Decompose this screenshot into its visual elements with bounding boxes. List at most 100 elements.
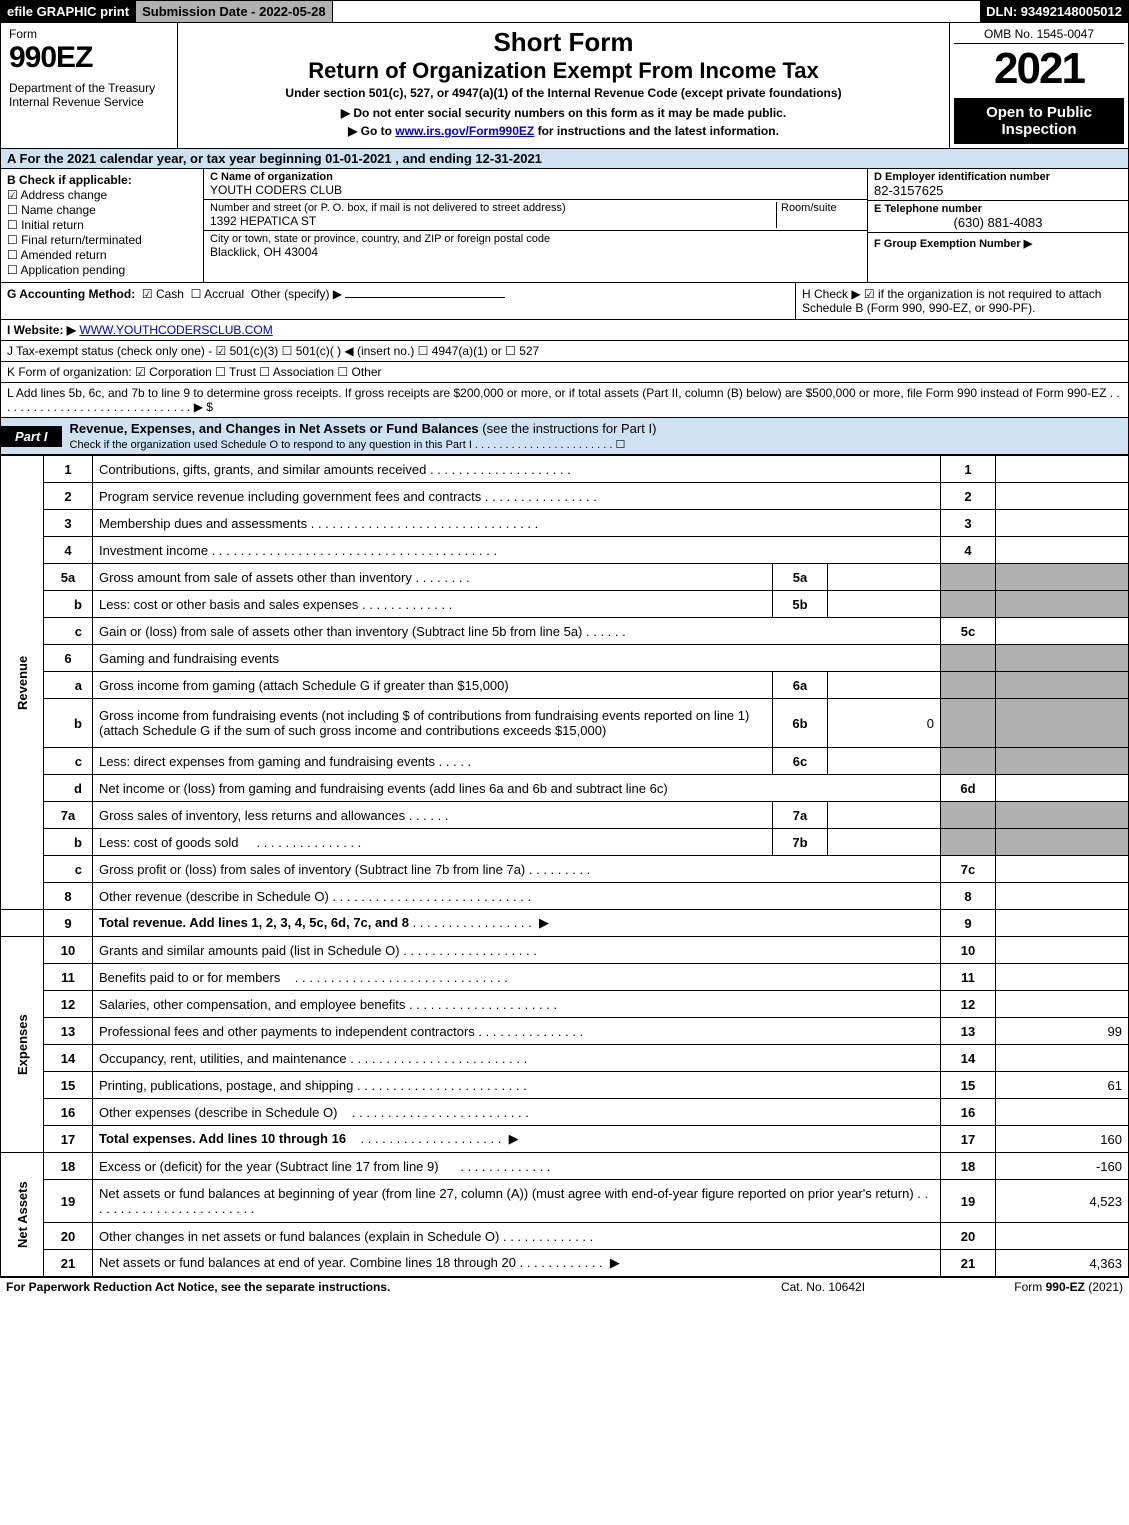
website-link[interactable]: WWW.YOUTHCODERSCLUB.COM	[79, 323, 272, 337]
form-header: Form 990EZ Department of the Treasury In…	[0, 23, 1129, 149]
g-other-input[interactable]	[345, 297, 505, 298]
row-g: G Accounting Method: Cash Accrual Other …	[1, 283, 796, 319]
l17-amt: 160	[996, 1126, 1129, 1153]
under-section: Under section 501(c), 527, or 4947(a)(1)…	[186, 86, 941, 100]
l7b-shaded	[941, 829, 996, 856]
goto-line: ▶ Go to www.irs.gov/Form990EZ for instru…	[186, 124, 941, 138]
line-20: 20 Other changes in net assets or fund b…	[1, 1223, 1129, 1250]
l6b-text: Gross income from fundraising events (no…	[93, 699, 773, 748]
footer-center: Cat. No. 10642I	[723, 1280, 923, 1294]
l3-num: 3	[44, 510, 93, 537]
l7b-text: Less: cost of goods sold	[99, 835, 238, 850]
l7a-bval	[828, 802, 941, 829]
l10-num: 10	[44, 937, 93, 964]
l9-amt	[996, 910, 1129, 937]
l4-text: Investment income	[99, 543, 208, 558]
line-21: 21 Net assets or fund balances at end of…	[1, 1250, 1129, 1277]
chk-cash[interactable]: Cash	[142, 287, 184, 301]
line-15: 15 Printing, publications, postage, and …	[1, 1072, 1129, 1099]
do-not-enter: ▶ Do not enter social security numbers o…	[186, 106, 941, 120]
line-6a: a Gross income from gaming (attach Sched…	[1, 672, 1129, 699]
l6c-num: c	[44, 748, 93, 775]
c-street-label: Number and street (or P. O. box, if mail…	[210, 202, 566, 214]
l5b-text: Less: cost or other basis and sales expe…	[99, 597, 358, 612]
l3-amt	[996, 510, 1129, 537]
rows-gh: G Accounting Method: Cash Accrual Other …	[0, 283, 1129, 320]
l5b-bval	[828, 591, 941, 618]
l6-shaded	[941, 645, 996, 672]
row-j: J Tax-exempt status (check only one) - ☑…	[0, 341, 1129, 362]
l5b-num: b	[44, 591, 93, 618]
return-title: Return of Organization Exempt From Incom…	[186, 58, 941, 84]
goto-prefix: ▶ Go to	[348, 124, 395, 138]
irs-link[interactable]: www.irs.gov/Form990EZ	[395, 124, 534, 138]
l13-amt: 99	[996, 1018, 1129, 1045]
part-i-title-suffix: (see the instructions for Part I)	[479, 421, 657, 436]
l6d-text: Net income or (loss) from gaming and fun…	[93, 775, 941, 802]
l15-text: Printing, publications, postage, and shi…	[99, 1078, 353, 1093]
l13-col: 13	[941, 1018, 996, 1045]
l14-col: 14	[941, 1045, 996, 1072]
efile-print-button[interactable]: efile GRAPHIC print	[1, 1, 136, 22]
part-i-tag: Part I	[1, 426, 62, 447]
line-6b: b Gross income from fundraising events (…	[1, 699, 1129, 748]
chk-amended-return[interactable]: Amended return	[7, 248, 197, 262]
l15-num: 15	[44, 1072, 93, 1099]
vlabel-revenue: Revenue	[1, 456, 44, 910]
line-6c: c Less: direct expenses from gaming and …	[1, 748, 1129, 775]
l6d-col: 6d	[941, 775, 996, 802]
g-other: Other (specify) ▶	[251, 287, 342, 301]
l6a-shaded	[941, 672, 996, 699]
footer-right-year: (2021)	[1085, 1280, 1123, 1294]
line-7b: b Less: cost of goods sold . . . . . . .…	[1, 829, 1129, 856]
l6c-bval	[828, 748, 941, 775]
l6-num: 6	[44, 645, 93, 672]
l11-col: 11	[941, 964, 996, 991]
line-11: 11 Benefits paid to or for members . . .…	[1, 964, 1129, 991]
chk-address-change[interactable]: Address change	[7, 188, 197, 202]
l11-amt	[996, 964, 1129, 991]
c-room-label: Room/suite	[781, 202, 837, 214]
l4-num: 4	[44, 537, 93, 564]
e-label: E Telephone number	[874, 203, 982, 215]
l6b-num: b	[44, 699, 93, 748]
l10-text: Grants and similar amounts paid (list in…	[99, 943, 400, 958]
l6a-num: a	[44, 672, 93, 699]
row-k: K Form of organization: ☑ Corporation ☐ …	[0, 362, 1129, 383]
l6c-shaded	[941, 748, 996, 775]
chk-application-pending[interactable]: Application pending	[7, 263, 197, 277]
l12-amt	[996, 991, 1129, 1018]
omb-number: OMB No. 1545-0047	[954, 27, 1124, 44]
l15-col: 15	[941, 1072, 996, 1099]
goto-suffix: for instructions and the latest informat…	[534, 124, 779, 138]
l8-text: Other revenue (describe in Schedule O)	[99, 889, 329, 904]
chk-name-change[interactable]: Name change	[7, 203, 197, 217]
l1-amt	[996, 456, 1129, 483]
line-6: 6 Gaming and fundraising events	[1, 645, 1129, 672]
part-i-title-text: Revenue, Expenses, and Changes in Net As…	[70, 421, 479, 436]
line-5b: b Less: cost or other basis and sales ex…	[1, 591, 1129, 618]
l6b-amt-shaded	[996, 699, 1129, 748]
part-i-header: Part I Revenue, Expenses, and Changes in…	[0, 418, 1129, 455]
footer-right-prefix: Form	[1014, 1280, 1045, 1294]
line-13: 13 Professional fees and other payments …	[1, 1018, 1129, 1045]
l13-text: Professional fees and other payments to …	[99, 1024, 475, 1039]
section-b: B Check if applicable: Address change Na…	[1, 169, 204, 282]
l6d-num: d	[44, 775, 93, 802]
phone: (630) 881-4083	[874, 215, 1122, 230]
l17-col: 17	[941, 1126, 996, 1153]
l19-num: 19	[44, 1180, 93, 1223]
l7b-bval	[828, 829, 941, 856]
l3-text: Membership dues and assessments	[99, 516, 307, 531]
l4-col: 4	[941, 537, 996, 564]
chk-final-return[interactable]: Final return/terminated	[7, 233, 197, 247]
l12-col: 12	[941, 991, 996, 1018]
chk-initial-return[interactable]: Initial return	[7, 218, 197, 232]
header-left: Form 990EZ Department of the Treasury In…	[1, 23, 178, 148]
chk-accrual[interactable]: Accrual	[191, 287, 244, 301]
row-h: H Check ▶ ☑ if the organization is not r…	[796, 283, 1128, 319]
l9-spacer	[1, 910, 44, 937]
l5b-box: 5b	[773, 591, 828, 618]
footer-right-form: 990-EZ	[1046, 1280, 1085, 1294]
l7b-box: 7b	[773, 829, 828, 856]
